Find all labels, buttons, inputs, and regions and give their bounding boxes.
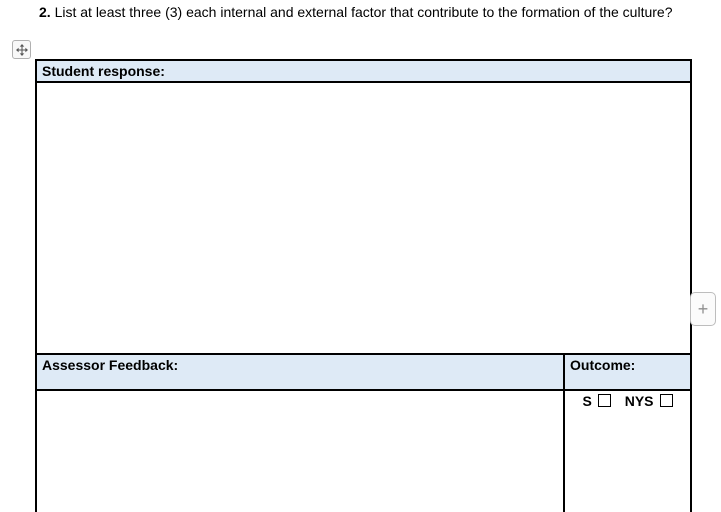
outcome-option-s: S: [582, 393, 611, 409]
plus-icon[interactable]: +: [690, 292, 716, 326]
outcome-header-cell: Outcome:: [563, 353, 692, 391]
outcome-option-nys: NYS: [625, 393, 673, 409]
move-icon: [15, 43, 28, 56]
assessor-feedback-input-area[interactable]: [35, 389, 565, 512]
nys-checkbox[interactable]: [659, 394, 673, 407]
student-response-input-area[interactable]: [35, 81, 692, 355]
question-text: 2. List at least three (3) each internal…: [39, 4, 691, 22]
question-number: 2.: [39, 4, 51, 20]
student-response-header-cell: Student response:: [35, 59, 692, 83]
student-response-row: [35, 81, 692, 355]
outcome-option-s-label: S: [582, 393, 592, 409]
feedback-body-row: S NYS: [35, 389, 692, 512]
feedback-header-row: Assessor Feedback: Outcome:: [35, 353, 692, 391]
student-response-header-row: Student response:: [35, 59, 692, 83]
assessor-feedback-header-cell: Assessor Feedback:: [35, 353, 565, 391]
question-body: List at least three (3) each internal an…: [54, 4, 673, 20]
assessment-table: Student response: Assessor Feedback: Out…: [35, 59, 692, 512]
s-checkbox[interactable]: [597, 394, 611, 407]
outcome-label: Outcome:: [570, 357, 636, 373]
outcome-body-cell: S NYS: [563, 389, 692, 512]
assessor-feedback-label: Assessor Feedback:: [42, 357, 179, 373]
outcome-option-nys-label: NYS: [624, 393, 654, 409]
student-response-label: Student response:: [42, 63, 165, 79]
table-move-handle[interactable]: [12, 40, 31, 59]
